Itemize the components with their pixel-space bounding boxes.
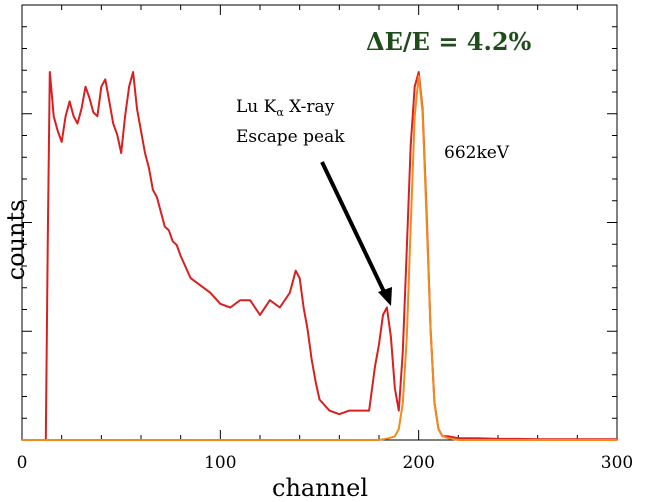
x-tick-label: 100 bbox=[204, 453, 236, 473]
escape-peak-label-line1: Lu Kα X-ray bbox=[236, 97, 335, 119]
x-tick-labels: 0 100 200 300 bbox=[17, 453, 634, 473]
escape-peak-label-lu: Lu K bbox=[236, 97, 277, 117]
series-group bbox=[22, 71, 617, 441]
escape-peak-arrow bbox=[320, 161, 388, 297]
escape-peak-label-subscript: α bbox=[276, 106, 284, 119]
y-axis-title: counts bbox=[2, 200, 30, 281]
resolution-headline: ΔE/E = 4.2% bbox=[366, 27, 532, 56]
tick-marks bbox=[21, 4, 618, 441]
escape-peak-arrowhead bbox=[378, 287, 392, 306]
escape-peak-label-xray: X-ray bbox=[284, 97, 335, 117]
escape-peak-label-line2: Escape peak bbox=[236, 127, 345, 147]
series-line-2 bbox=[22, 74, 617, 441]
x-tick-label: 200 bbox=[402, 453, 434, 473]
plot-frame bbox=[21, 4, 618, 441]
photopeak-label: 662keV bbox=[444, 143, 510, 163]
x-axis-title: channel bbox=[272, 474, 368, 502]
x-tick-label: 300 bbox=[601, 453, 633, 473]
x-tick-label: 0 bbox=[17, 453, 28, 473]
